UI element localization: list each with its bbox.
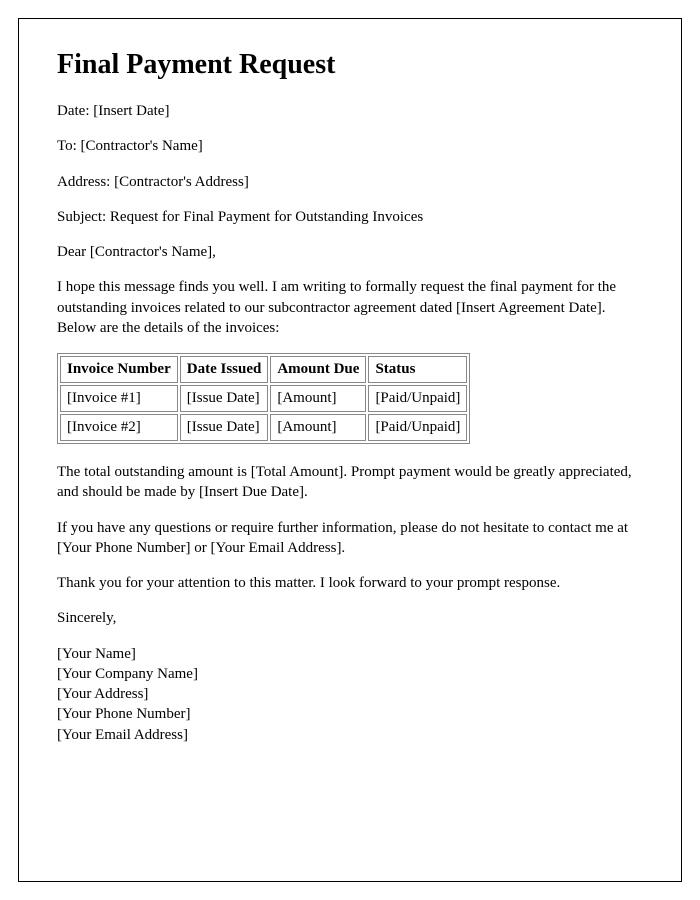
- sig-email: [Your Email Address]: [57, 725, 643, 745]
- intro-paragraph: I hope this message finds you well. I am…: [57, 277, 643, 338]
- address-label: Address:: [57, 174, 114, 190]
- sig-address: [Your Address]: [57, 684, 643, 704]
- cell-date-issued: [Issue Date]: [180, 414, 269, 441]
- subject-value: Request for Final Payment for Outstandin…: [110, 209, 423, 225]
- col-status: Status: [368, 356, 467, 383]
- cell-amount-due: [Amount]: [270, 414, 366, 441]
- cell-invoice-number: [Invoice #2]: [60, 414, 178, 441]
- cell-date-issued: [Issue Date]: [180, 385, 269, 412]
- table-row: [Invoice #1] [Issue Date] [Amount] [Paid…: [60, 385, 467, 412]
- sig-name: [Your Name]: [57, 644, 643, 664]
- table-header-row: Invoice Number Date Issued Amount Due St…: [60, 356, 467, 383]
- date-label: Date:: [57, 103, 93, 119]
- invoice-table: Invoice Number Date Issued Amount Due St…: [57, 353, 470, 444]
- sig-company: [Your Company Name]: [57, 664, 643, 684]
- date-line: Date: [Insert Date]: [57, 101, 643, 121]
- cell-status: [Paid/Unpaid]: [368, 385, 467, 412]
- page-title: Final Payment Request: [57, 49, 643, 81]
- address-value: [Contractor's Address]: [114, 174, 249, 190]
- col-invoice-number: Invoice Number: [60, 356, 178, 383]
- col-amount-due: Amount Due: [270, 356, 366, 383]
- subject-label: Subject:: [57, 209, 110, 225]
- to-value: [Contractor's Name]: [81, 138, 203, 154]
- cell-amount-due: [Amount]: [270, 385, 366, 412]
- col-date-issued: Date Issued: [180, 356, 269, 383]
- document-page: Final Payment Request Date: [Insert Date…: [18, 18, 682, 882]
- thanks-paragraph: Thank you for your attention to this mat…: [57, 573, 643, 593]
- salutation: Dear [Contractor's Name],: [57, 242, 643, 262]
- to-label: To:: [57, 138, 81, 154]
- table-row: [Invoice #2] [Issue Date] [Amount] [Paid…: [60, 414, 467, 441]
- sig-phone: [Your Phone Number]: [57, 704, 643, 724]
- total-paragraph: The total outstanding amount is [Total A…: [57, 462, 643, 503]
- address-line: Address: [Contractor's Address]: [57, 172, 643, 192]
- cell-status: [Paid/Unpaid]: [368, 414, 467, 441]
- closing: Sincerely,: [57, 608, 643, 628]
- cell-invoice-number: [Invoice #1]: [60, 385, 178, 412]
- to-line: To: [Contractor's Name]: [57, 136, 643, 156]
- date-value: [Insert Date]: [93, 103, 169, 119]
- contact-paragraph: If you have any questions or require fur…: [57, 518, 643, 559]
- subject-line: Subject: Request for Final Payment for O…: [57, 207, 643, 227]
- signature-block: [Your Name] [Your Company Name] [Your Ad…: [57, 644, 643, 745]
